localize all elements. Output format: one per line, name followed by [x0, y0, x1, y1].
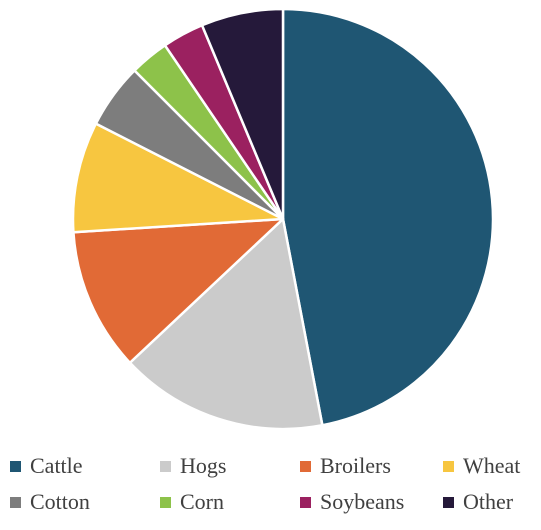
legend-item-wheat: Wheat — [443, 448, 520, 484]
legend-label-other: Other — [463, 489, 514, 514]
pie-slices — [71, 7, 495, 431]
pie-slice-hogs — [128, 217, 324, 431]
legend-swatch-broilers — [300, 460, 311, 472]
legend-label-soybeans: Soybeans — [320, 489, 405, 514]
legend-label-cattle: Cattle — [30, 453, 83, 478]
legend-swatch-corn — [160, 496, 171, 508]
legend-item-other: Other — [443, 484, 513, 520]
pie-chart — [71, 7, 495, 431]
legend-item-cattle: Cattle — [10, 448, 83, 484]
legend-label-wheat: Wheat — [463, 453, 521, 478]
legend-item-cotton: Cotton — [10, 484, 90, 520]
legend-swatch-wheat — [443, 460, 454, 472]
legend-label-corn: Corn — [180, 489, 224, 514]
pie-slice-other — [200, 7, 285, 221]
legend-item-broilers: Broilers — [300, 448, 391, 484]
legend-item-soybeans: Soybeans — [300, 484, 404, 520]
legend: Cattle Hogs Broilers Wheat Cotton Corn S… — [10, 448, 541, 528]
legend-swatch-cattle — [10, 460, 21, 472]
legend-swatch-soybeans — [300, 496, 311, 508]
pie-slice-broilers — [72, 217, 285, 364]
legend-label-broilers: Broilers — [320, 453, 391, 478]
pie-slice-cattle — [281, 7, 495, 427]
legend-label-hogs: Hogs — [180, 453, 227, 478]
legend-item-hogs: Hogs — [160, 448, 226, 484]
legend-swatch-cotton — [10, 496, 21, 508]
pie-slice-wheat — [71, 122, 285, 234]
legend-swatch-other — [443, 496, 454, 508]
legend-swatch-hogs — [160, 460, 171, 472]
legend-label-cotton: Cotton — [30, 489, 90, 514]
legend-item-corn: Corn — [160, 484, 224, 520]
